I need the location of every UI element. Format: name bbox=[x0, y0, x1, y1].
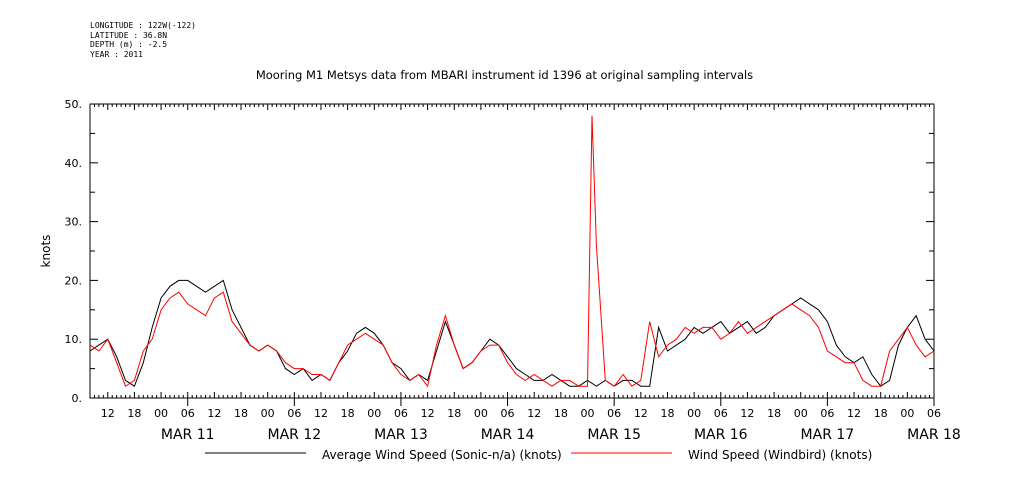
date-label: MAR 12 bbox=[268, 427, 322, 443]
x-tick-label: 12 bbox=[634, 407, 648, 420]
x-tick-label: 06 bbox=[607, 407, 621, 420]
x-tick-label: 00 bbox=[687, 407, 701, 420]
date-label: MAR 14 bbox=[481, 427, 535, 443]
year-label: YEAR : 2011 bbox=[90, 49, 143, 59]
date-label: MAR 13 bbox=[374, 427, 428, 443]
y-tick-label: 0. bbox=[72, 392, 83, 405]
y-tick-label: 40. bbox=[65, 157, 83, 170]
x-tick-label: 12 bbox=[421, 407, 435, 420]
x-tick-label: 00 bbox=[581, 407, 595, 420]
date-label: MAR 16 bbox=[694, 427, 748, 443]
x-tick-label: 06 bbox=[927, 407, 941, 420]
x-tick-label: 12 bbox=[314, 407, 328, 420]
y-tick-label: 30. bbox=[65, 216, 83, 229]
series-windbird-line bbox=[89, 115, 935, 388]
x-tick-label: 18 bbox=[341, 407, 355, 420]
x-tick-label: 00 bbox=[367, 407, 381, 420]
x-tick-label: 06 bbox=[714, 407, 728, 420]
x-tick-label: 18 bbox=[554, 407, 568, 420]
x-tick-label: 06 bbox=[394, 407, 408, 420]
y-axis-label: knots bbox=[39, 235, 53, 268]
x-tick-label: 18 bbox=[234, 407, 248, 420]
date-label: MAR 11 bbox=[161, 427, 215, 443]
x-tick-label: 18 bbox=[447, 407, 461, 420]
legend-label-windbird: Wind Speed (Windbird) (knots) bbox=[688, 448, 872, 462]
longitude-label: LONGITUDE : 122W(-122) bbox=[90, 21, 196, 30]
metadata-block: LONGITUDE : 122W(-122) LATITUDE : 36.8N … bbox=[90, 21, 196, 59]
y-tick-label: 10. bbox=[65, 333, 83, 346]
latitude-label: LATITUDE : 36.8N bbox=[90, 30, 168, 40]
y-tick-label: 50. bbox=[65, 98, 83, 111]
x-tick-label: 18 bbox=[127, 407, 141, 420]
x-tick-label: 06 bbox=[181, 407, 195, 420]
depth-label: DEPTH (m) : -2.5 bbox=[90, 40, 168, 49]
x-tick-label: 18 bbox=[767, 407, 781, 420]
x-tick-label: 18 bbox=[660, 407, 674, 420]
series-average-wind-line bbox=[89, 279, 935, 387]
date-label: MAR 17 bbox=[801, 427, 855, 443]
x-tick-label: 00 bbox=[900, 407, 914, 420]
x-tick-label: 06 bbox=[820, 407, 834, 420]
x-tick-label: 06 bbox=[287, 407, 301, 420]
x-tick-label: 12 bbox=[207, 407, 221, 420]
x-tick-label: 12 bbox=[101, 407, 115, 420]
x-tick-label: 12 bbox=[740, 407, 754, 420]
x-tick-label: 00 bbox=[261, 407, 275, 420]
x-tick-label: 12 bbox=[847, 407, 861, 420]
x-tick-label: 06 bbox=[501, 407, 515, 420]
x-tick-label: 00 bbox=[474, 407, 488, 420]
x-tick-label: 12 bbox=[527, 407, 541, 420]
chart-title: Mooring M1 Metsys data from MBARI instru… bbox=[255, 68, 754, 82]
x-tick-label: 00 bbox=[794, 407, 808, 420]
y-tick-label: 20. bbox=[65, 274, 83, 287]
plot-frame bbox=[89, 103, 935, 399]
date-label: MAR 15 bbox=[587, 427, 641, 443]
x-tick-label: 00 bbox=[154, 407, 168, 420]
legend-label-average: Average Wind Speed (Sonic-n/a) (knots) bbox=[322, 448, 562, 462]
x-tick-label: 18 bbox=[874, 407, 888, 420]
date-label: MAR 18 bbox=[907, 427, 961, 443]
